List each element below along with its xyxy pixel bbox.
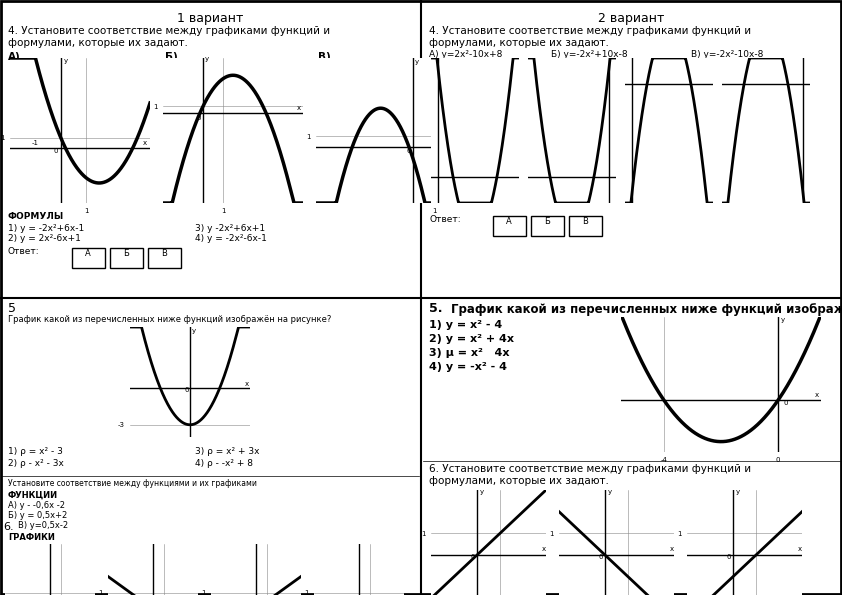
Text: В) y=0,5x-2: В) y=0,5x-2 [18, 521, 68, 531]
Text: График какой из перечисленных ниже функций изображён на рисунке?: График какой из перечисленных ниже функц… [8, 315, 332, 324]
Text: В) y=-2x²-10x-8: В) y=-2x²-10x-8 [691, 50, 764, 59]
Text: 4): 4) [724, 58, 733, 67]
Text: 6.: 6. [3, 521, 13, 531]
Text: формулами, которые их задают.: формулами, которые их задают. [429, 477, 609, 487]
Text: 2) y = 2x²-6x+1: 2) y = 2x²-6x+1 [8, 234, 81, 243]
Bar [569, 216, 602, 236]
Text: Б: Б [544, 217, 550, 226]
Text: 4) y = -x² - 4: 4) y = -x² - 4 [429, 362, 507, 371]
Text: ФОРМУЛЫ: ФОРМУЛЫ [8, 212, 64, 221]
Text: 4. Установите соответствие между графиками функций и: 4. Установите соответствие между графика… [429, 26, 751, 36]
Text: Ответ:: Ответ: [8, 247, 40, 256]
Text: 4. Установите соответствие между графиками функций и: 4. Установите соответствие между графика… [8, 26, 330, 36]
Text: 0: 0 [726, 555, 731, 560]
Text: 0: 0 [470, 555, 475, 560]
Text: 0: 0 [407, 148, 411, 154]
Text: y: y [781, 317, 785, 323]
Text: Б) y = 0,5x+2: Б) y = 0,5x+2 [8, 512, 67, 521]
Bar [148, 248, 181, 268]
Text: 4): 4) [316, 543, 324, 553]
Bar [531, 216, 564, 236]
Text: 4) y = -2x²-6x-1: 4) y = -2x²-6x-1 [195, 234, 267, 243]
Text: 5: 5 [8, 302, 16, 315]
Text: 2): 2) [530, 58, 539, 67]
Text: 2): 2) [110, 543, 118, 553]
Text: 1) ρ = x² - 3: 1) ρ = x² - 3 [8, 447, 63, 456]
Text: y: y [415, 58, 419, 65]
Text: 0: 0 [54, 148, 58, 154]
Text: Б: Б [123, 249, 129, 258]
Text: 0: 0 [184, 387, 189, 393]
Text: В: В [582, 217, 588, 226]
Text: 3) y -2x²+6x+1: 3) y -2x²+6x+1 [195, 224, 265, 233]
Bar [72, 248, 105, 268]
Text: Ответ:: Ответ: [429, 215, 461, 224]
Text: Установите соответствие между функциями и их графиками: Установите соответствие между функциями … [8, 480, 257, 488]
Text: 3): 3) [627, 58, 636, 67]
Text: y: y [63, 58, 67, 64]
Text: 0: 0 [197, 115, 201, 121]
Text: 1) y = -2x²+6x-1: 1) y = -2x²+6x-1 [8, 224, 84, 233]
Text: x: x [797, 546, 802, 552]
Text: 5.: 5. [429, 302, 443, 315]
Text: y: y [479, 489, 483, 495]
Text: x: x [541, 546, 546, 552]
Text: ГРАФИКИ: ГРАФИКИ [8, 533, 55, 541]
Text: 0: 0 [784, 400, 788, 406]
Text: 6. Установите соответствие между графиками функций и: 6. Установите соответствие между графика… [429, 465, 751, 474]
Text: 1) y = x² - 4: 1) y = x² - 4 [429, 320, 502, 330]
Text: 1 вариант: 1 вариант [178, 12, 243, 25]
Text: 0: 0 [598, 555, 603, 560]
Text: y: y [205, 57, 209, 62]
Text: Б) y=-2x²+10x-8: Б) y=-2x²+10x-8 [551, 50, 627, 59]
Bar [110, 248, 143, 268]
Text: 3) μ = x²   4x: 3) μ = x² 4x [429, 347, 509, 358]
Text: 3): 3) [213, 543, 221, 553]
Text: Б): Б) [165, 52, 178, 62]
Text: формулами, которые их задают.: формулами, которые их задают. [8, 38, 188, 48]
Text: формулами, которые их задают.: формулами, которые их задают. [429, 38, 609, 48]
Text: А: А [506, 217, 512, 226]
Text: А) y=2x²-10x+8: А) y=2x²-10x+8 [429, 50, 503, 59]
Text: 2) y = x² + 4x: 2) y = x² + 4x [429, 334, 514, 343]
Text: 2 вариант: 2 вариант [599, 12, 664, 25]
Text: В): В) [689, 490, 701, 499]
Text: x: x [297, 105, 301, 111]
Text: x: x [451, 139, 456, 145]
Text: x: x [142, 140, 147, 146]
Text: x: x [245, 381, 249, 387]
Text: y: y [607, 489, 611, 495]
Text: -1: -1 [32, 140, 39, 146]
Text: График какой из перечисленных ниже функций изображён: График какой из перечисленных ниже функц… [451, 302, 842, 315]
Text: 2) ρ - x² - 3x: 2) ρ - x² - 3x [8, 459, 64, 468]
Bar [493, 216, 526, 236]
Text: x: x [815, 392, 819, 398]
Text: А): А) [433, 490, 445, 499]
Text: А: А [85, 249, 91, 258]
Text: y: y [192, 328, 196, 334]
Text: 1): 1) [7, 543, 15, 553]
Text: y: y [735, 489, 739, 495]
Text: ФУНКЦИИ: ФУНКЦИИ [8, 490, 58, 499]
Text: 1): 1) [433, 58, 441, 67]
Text: В): В) [318, 52, 331, 62]
Text: В: В [161, 249, 167, 258]
Text: x: x [669, 546, 674, 552]
Text: 4) ρ - -x² + 8: 4) ρ - -x² + 8 [195, 459, 253, 468]
Text: А): А) [8, 52, 21, 62]
Text: 3) ρ = x² + 3x: 3) ρ = x² + 3x [195, 447, 259, 456]
Text: Б): Б) [561, 490, 573, 499]
Text: А) y - -0,6x -2: А) y - -0,6x -2 [8, 502, 65, 511]
